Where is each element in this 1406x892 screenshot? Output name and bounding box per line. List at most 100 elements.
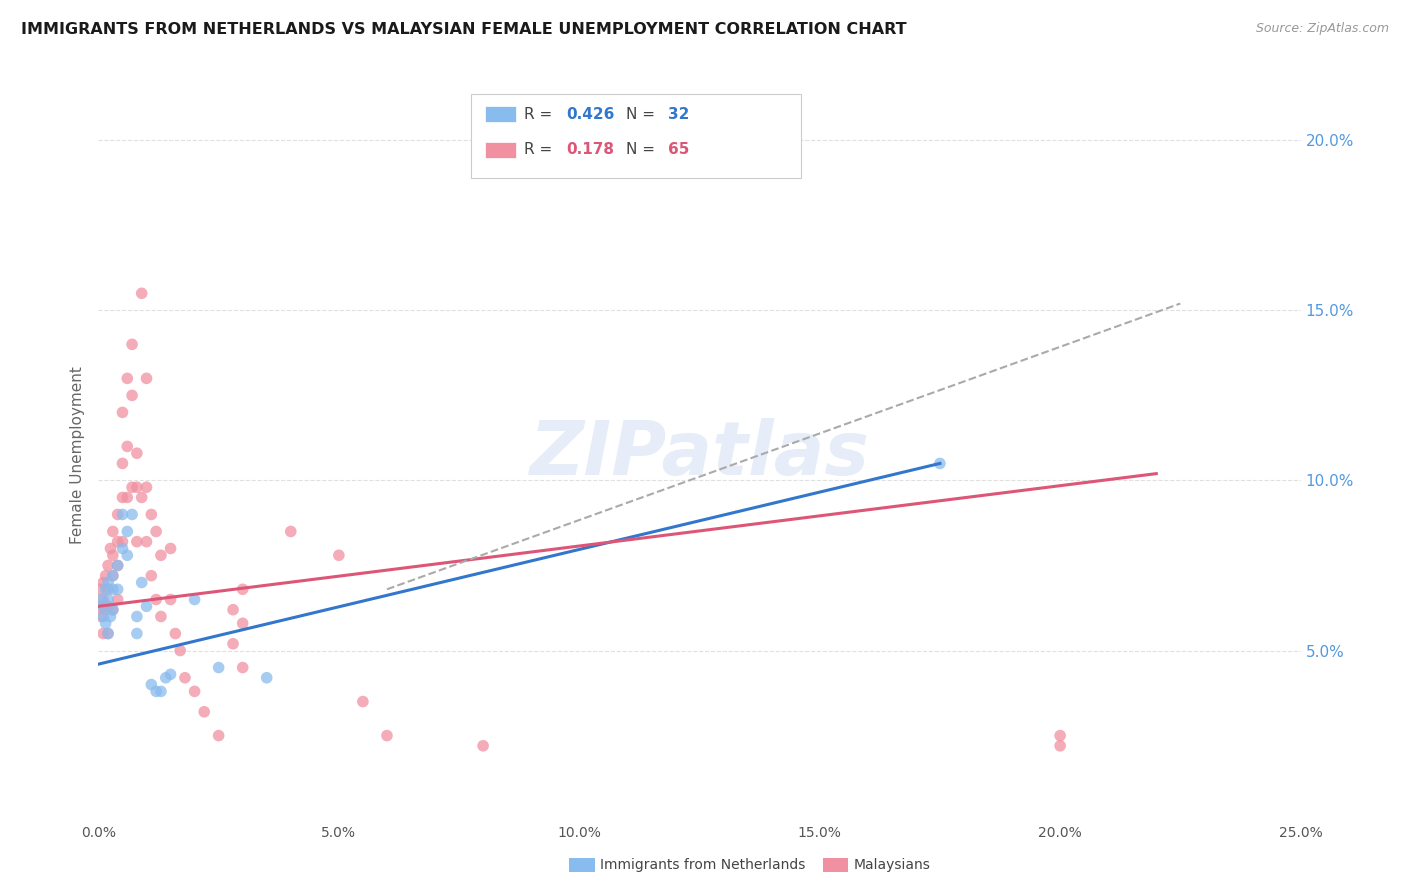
Point (91, 609, 114, 624)
Point (107, 592, 129, 607)
Point (222, 603, 245, 617)
Text: ZIPatlas: ZIPatlas (530, 418, 869, 491)
Point (101, 603, 124, 617)
Point (117, 491, 139, 505)
Point (97, 558, 120, 573)
Point (121, 480, 143, 494)
Point (232, 582, 254, 597)
Point (131, 491, 153, 505)
Point (91, 599, 114, 614)
Point (256, 671, 278, 685)
Text: 65: 65 (668, 143, 689, 157)
Point (208, 660, 231, 674)
Point (375, 729, 398, 743)
Point (94, 568, 117, 582)
Point (117, 439, 139, 453)
Text: N =: N = (626, 107, 655, 121)
Point (131, 575, 153, 590)
Point (125, 609, 148, 624)
Text: IMMIGRANTS FROM NETHERLANDS VS MALAYSIAN FEMALE UNEMPLOYMENT CORRELATION CHART: IMMIGRANTS FROM NETHERLANDS VS MALAYSIAN… (21, 22, 907, 37)
Point (107, 558, 129, 573)
Point (352, 695, 374, 709)
Point (91, 626, 114, 640)
Point (141, 568, 163, 582)
Point (928, 457, 950, 471)
Point (169, 643, 191, 657)
Point (97, 626, 120, 640)
Text: R =: R = (524, 107, 553, 121)
Point (121, 508, 143, 522)
Text: Malaysians: Malaysians (853, 858, 931, 872)
Point (174, 671, 197, 685)
Point (90, 609, 112, 624)
Point (97, 599, 120, 614)
Point (145, 592, 167, 607)
Point (111, 541, 134, 556)
Point (149, 684, 172, 698)
Point (222, 637, 245, 651)
Point (125, 446, 148, 460)
Point (101, 603, 124, 617)
Point (101, 524, 124, 539)
Point (135, 599, 157, 614)
Point (125, 534, 148, 549)
Point (145, 524, 167, 539)
Point (101, 549, 124, 563)
Point (159, 541, 181, 556)
Point (141, 508, 163, 522)
Point (232, 660, 254, 674)
Text: 0.178: 0.178 (567, 143, 614, 157)
Point (117, 371, 139, 385)
Text: 32: 32 (668, 107, 689, 121)
Point (183, 592, 205, 607)
Point (165, 626, 187, 640)
Point (89, 582, 111, 597)
Point (97, 626, 120, 640)
Point (111, 405, 134, 419)
Point (131, 286, 153, 301)
Point (117, 549, 139, 563)
Text: 0.426: 0.426 (567, 107, 614, 121)
Point (1049, 729, 1071, 743)
Point (101, 582, 124, 597)
Point (111, 457, 134, 471)
Text: R =: R = (524, 143, 553, 157)
Point (135, 534, 157, 549)
Point (97, 582, 120, 597)
Point (107, 558, 129, 573)
Point (117, 524, 139, 539)
Point (121, 337, 143, 351)
Point (107, 534, 129, 549)
Point (97, 575, 120, 590)
Point (125, 480, 148, 494)
Point (90, 592, 112, 607)
Point (97, 592, 120, 607)
Point (90, 599, 112, 614)
Point (111, 534, 134, 549)
Point (100, 541, 122, 556)
Point (111, 508, 134, 522)
Point (94, 582, 117, 597)
Point (1049, 739, 1071, 753)
Point (183, 684, 205, 698)
Point (94, 616, 117, 631)
Point (159, 592, 181, 607)
Point (94, 603, 117, 617)
Point (145, 684, 167, 698)
Point (91, 575, 114, 590)
Point (91, 592, 114, 607)
Text: Source: ZipAtlas.com: Source: ZipAtlas.com (1256, 22, 1389, 36)
Point (149, 549, 172, 563)
Point (328, 549, 350, 563)
Point (193, 705, 215, 719)
Point (208, 729, 231, 743)
Point (135, 480, 157, 494)
Point (472, 739, 495, 753)
Text: N =: N = (626, 143, 655, 157)
Point (101, 568, 124, 582)
Point (155, 671, 177, 685)
Point (121, 388, 143, 402)
Point (125, 626, 148, 640)
Point (135, 371, 157, 385)
Point (149, 609, 172, 624)
